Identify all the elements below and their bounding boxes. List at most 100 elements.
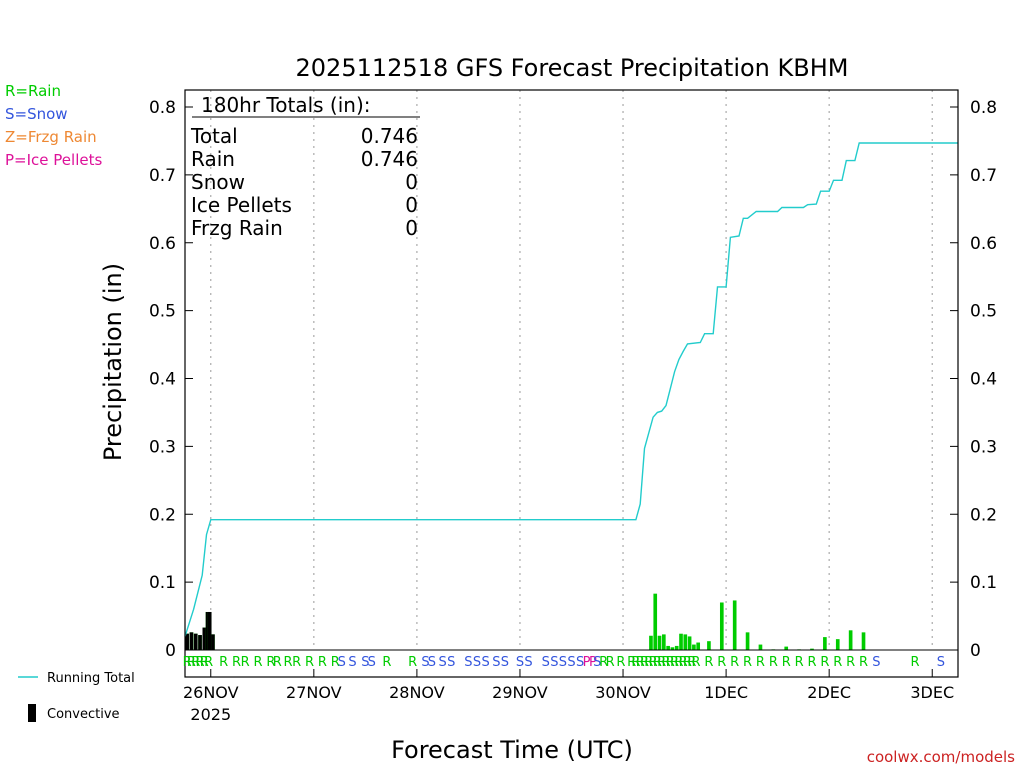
ptype-marker: R [196,655,205,670]
precip-bar [719,602,724,650]
x-tick-label: 30NOV [595,683,651,702]
y-tick-label: 0.5 [149,302,176,322]
running-total-line [184,142,958,637]
ptype-marker: R [253,655,262,670]
ptype-marker: R [241,655,250,670]
plot-frame [184,89,959,678]
precip-bar [861,632,866,650]
x-tick-label: 29NOV [492,683,548,702]
running-total-legend-label: Running Total [47,671,135,686]
x-tick-label: 28NOV [389,683,445,702]
y-tick-label: 0.4 [149,370,176,390]
precip-bars [185,593,866,650]
totals-row-label: Rain [191,147,235,171]
y-tick-label-right: 0.2 [970,505,997,525]
totals-row-label: Total [190,124,238,148]
ptype-marker: R [687,655,696,670]
ptype-marker: R [284,655,293,670]
precip-bar [679,633,683,650]
ptype-marker: R [232,655,241,670]
y-tick-label: 0.7 [149,166,176,186]
ptype-marker: R [679,655,688,670]
totals-row-value: 0 [405,193,418,217]
y-tick-label-right: 0.6 [970,234,997,254]
ptype-marker: S [937,655,945,670]
totals-row-value: 0 [405,170,418,194]
convective-bar [205,611,210,650]
convective-bar [185,633,189,650]
totals-row-value: 0 [405,216,418,240]
convective-legend-label: Convective [47,707,120,722]
precip-bar [662,634,666,650]
ptype-marker: R [631,655,640,670]
ptype-marker: R [653,655,662,670]
ptype-marker: R [670,655,679,670]
convective-bar [189,632,194,650]
ptype-marker: S [473,655,481,670]
precip-bar [848,630,853,650]
ptype-marker: R [331,655,340,670]
ptype-marker: S [464,655,472,670]
ptype-marker: R [692,655,701,670]
precip-bar [692,644,696,650]
credit-text: coolwx.com/models [867,748,1015,766]
ptype-marker: R [820,655,829,670]
x-tick-label: 1DEC [704,683,748,702]
convective-bar [207,611,212,650]
totals-row-label: Snow [191,170,245,194]
type-legend-entry: S=Snow [5,105,68,123]
ptype-marker: S [567,655,575,670]
convective-legend-swatch [28,704,36,722]
ptype-marker: S [559,655,567,670]
ptype-marker: S [447,655,455,670]
y-tick-label: 0.1 [149,573,176,593]
ptype-marker: S [550,655,558,670]
convective-bar [198,635,202,650]
ptype-marker: R [318,655,327,670]
type-legend-entry: Z=Frzg Rain [5,128,97,146]
x-tick-sublabel: 2025 [190,705,231,724]
precip-bar [674,645,679,650]
x-axis-label: Forecast Time (UTC) [391,736,633,764]
precip-bar [823,637,827,650]
y-tick-label-right: 0.7 [970,166,997,186]
ptype-marker: R [649,655,658,670]
ptype-marker: S [421,655,429,670]
ptype-marker: R [266,655,275,670]
ptype-marker: S [338,655,346,670]
y-axis-label: Precipitation (in) [99,263,127,461]
ptype-marker: R [606,655,615,670]
ptype-marker: R [911,655,920,670]
precip-bar [696,642,701,650]
ptype-marker: R [408,655,417,670]
ptype-marker: R [644,655,653,670]
precip-type-legend: R=Rain S=Snow Z=Frzg Rain P=Ice Pellets [5,82,102,169]
x-tick-label: 3DEC [910,683,954,702]
y-tick-label-right: 0.8 [970,98,997,118]
ptype-marker: R [743,655,752,670]
ptype-marker: R [683,655,692,670]
precip-bar [732,600,737,650]
precip-bar [745,632,750,650]
precip-bar [835,639,840,650]
precip-bar [649,635,653,650]
ptype-marker: R [769,655,778,670]
ptype-marker: R [292,655,301,670]
y-tick-label-right: 0 [970,641,981,661]
precip-bar [657,635,662,650]
gridlines [210,90,933,650]
ptype-marker: R [807,655,816,670]
totals-box: 180hr Totals (in): Total 0.746 Rain 0.746 Sn… [190,93,420,240]
ptype-marker: R [627,655,636,670]
ptype-marker: S [524,655,532,670]
ptype-marker: S [501,655,509,670]
y-tick-label: 0 [165,641,176,661]
right-y-axis: 0 0.1 0.2 0.3 0.4 0.5 0.6 0.7 0.8 [950,98,997,661]
totals-rows: Total 0.746 Rain 0.746 Snow 0 Ice Pellets 0 Frzg… [190,124,418,240]
ptype-marker: S [542,655,550,670]
ptype-marker: R [833,655,842,670]
y-tick-label-right: 0.5 [970,302,997,322]
y-tick-label-right: 0.3 [970,437,997,457]
